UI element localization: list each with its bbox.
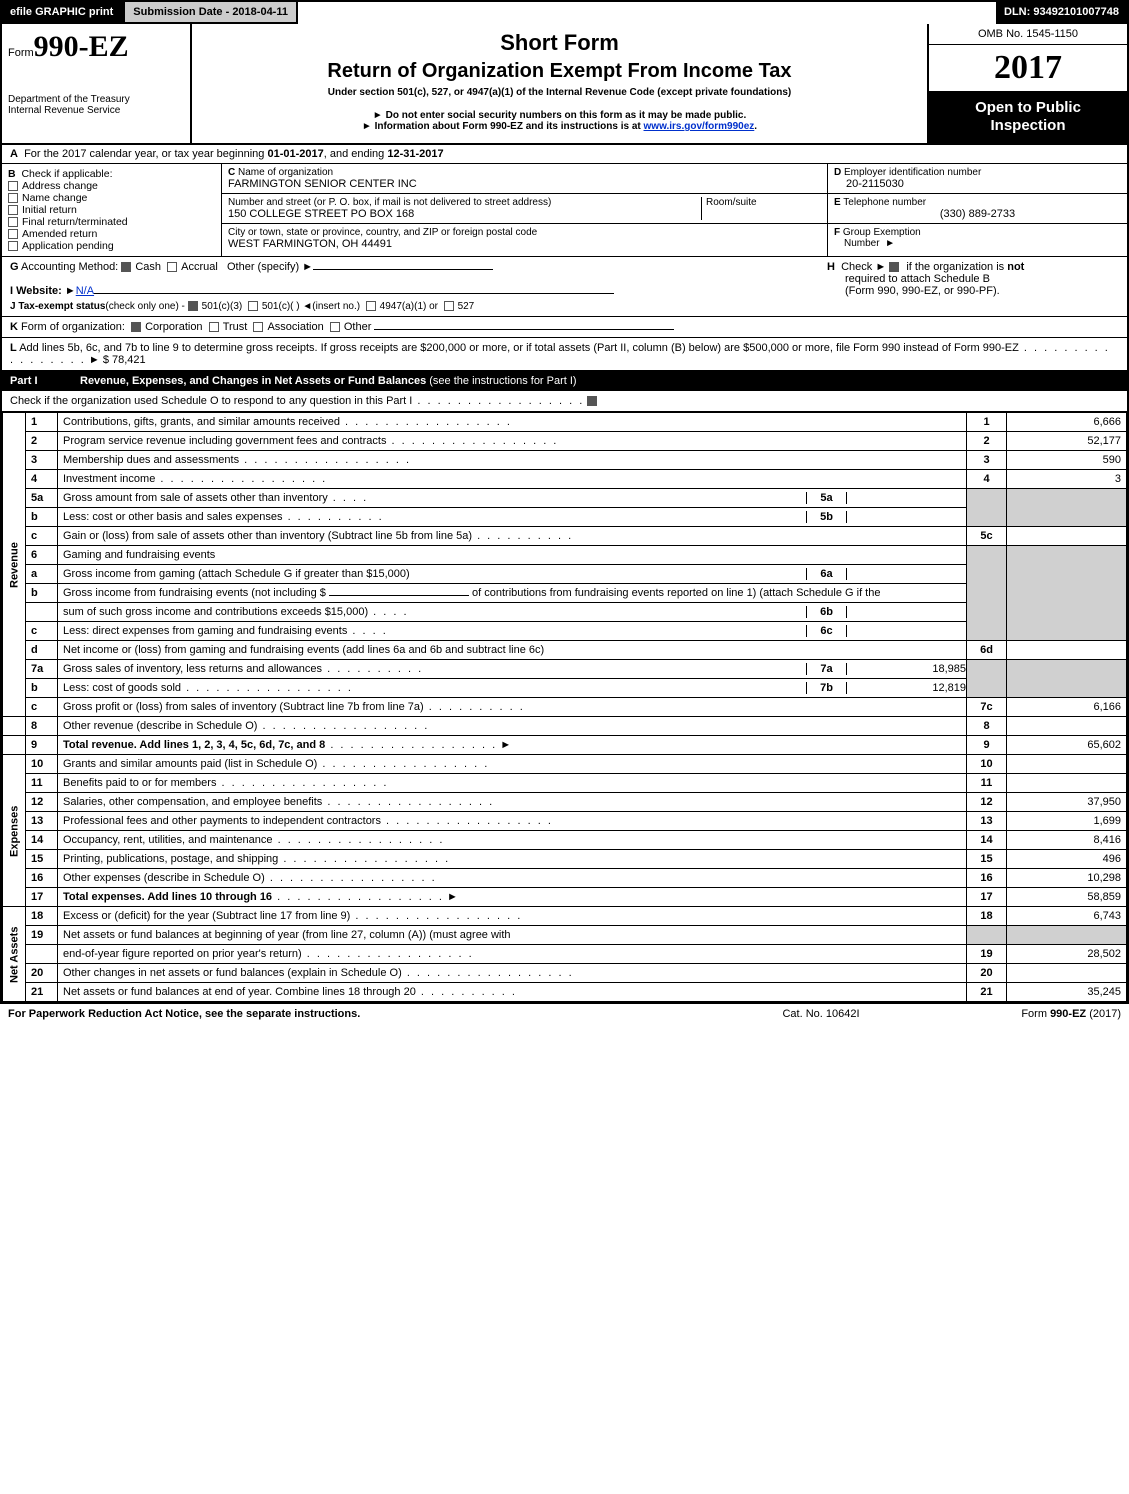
open-to-public: Open to PublicInspection <box>929 91 1127 143</box>
page-footer: For Paperwork Reduction Act Notice, see … <box>0 1004 1129 1024</box>
chk-501c3[interactable] <box>188 301 198 311</box>
side-expenses: Expenses <box>3 755 26 907</box>
org-city: WEST FARMINGTON, OH 44491 <box>228 238 821 250</box>
chk-name[interactable] <box>8 193 18 203</box>
chk-other-org[interactable] <box>330 322 340 332</box>
info-block: B Check if applicable: Address change Na… <box>2 164 1127 257</box>
line-g-h: G Accounting Method: Cash Accrual Other … <box>2 257 1127 317</box>
chk-corp[interactable] <box>131 322 141 332</box>
line7a-value: 18,985 <box>846 663 966 675</box>
form-footer: Form 990-EZ (2017) <box>921 1008 1121 1020</box>
line16-value: 10,298 <box>1007 869 1127 888</box>
return-title: Return of Organization Exempt From Incom… <box>200 60 919 83</box>
side-revenue: Revenue <box>3 413 26 717</box>
irs-label: Internal Revenue Service <box>8 105 184 116</box>
chk-accrual[interactable] <box>167 262 177 272</box>
efile-print-button[interactable]: efile GRAPHIC print <box>2 2 123 24</box>
info-note: ► Information about Form 990-EZ and its … <box>200 121 919 132</box>
lines-table: Revenue 1Contributions, gifts, grants, a… <box>2 412 1127 1002</box>
omb-number: OMB No. 1545-1150 <box>929 24 1127 45</box>
chk-address[interactable] <box>8 181 18 191</box>
line3-value: 590 <box>1007 451 1127 470</box>
phone-value: (330) 889-2733 <box>834 208 1121 220</box>
line17-value: 58,859 <box>1007 888 1127 907</box>
chk-501c[interactable] <box>248 301 258 311</box>
dept-treasury: Department of the Treasury <box>8 94 184 105</box>
chk-schedule-o[interactable] <box>587 396 597 406</box>
top-bar: efile GRAPHIC print Submission Date - 20… <box>2 2 1127 24</box>
submission-date: Submission Date - 2018-04-11 <box>123 2 298 24</box>
ein-value: 20-2115030 <box>834 178 1121 190</box>
line-l: L Add lines 5b, 6c, and 7b to line 9 to … <box>2 338 1127 371</box>
line-k: K Form of organization: Corporation Trus… <box>2 317 1127 338</box>
chk-527[interactable] <box>444 301 454 311</box>
form-990ez-page: efile GRAPHIC print Submission Date - 20… <box>0 0 1129 1004</box>
section-def: D Employer identification number 20-2115… <box>827 164 1127 256</box>
line18-value: 6,743 <box>1007 907 1127 926</box>
section-b: B Check if applicable: Address change Na… <box>2 164 222 256</box>
chk-pending[interactable] <box>8 241 18 251</box>
paperwork-notice: For Paperwork Reduction Act Notice, see … <box>8 1008 721 1020</box>
chk-cash[interactable] <box>121 262 131 272</box>
line7b-value: 12,819 <box>846 682 966 694</box>
line1-value: 6,666 <box>1007 413 1127 432</box>
form-prefix: Form <box>8 47 34 59</box>
part-i-check: Check if the organization used Schedule … <box>2 391 1127 412</box>
chk-amended[interactable] <box>8 229 18 239</box>
section-c: C Name of organization FARMINGTON SENIOR… <box>222 164 827 256</box>
line-a: A For the 2017 calendar year, or tax yea… <box>2 145 1127 164</box>
part-i-header: Part I Revenue, Expenses, and Changes in… <box>2 371 1127 391</box>
form-number: 990-EZ <box>34 30 129 63</box>
line13-value: 1,699 <box>1007 812 1127 831</box>
cat-no: Cat. No. 10642I <box>721 1008 921 1020</box>
chk-trust[interactable] <box>209 322 219 332</box>
line21-value: 35,245 <box>1007 983 1127 1002</box>
form990ez-link[interactable]: www.irs.gov/form990ez <box>644 121 755 132</box>
form-header: Form990-EZ Department of the Treasury In… <box>2 24 1127 145</box>
gross-receipts: $ 78,421 <box>103 354 146 366</box>
line15-value: 496 <box>1007 850 1127 869</box>
line14-value: 8,416 <box>1007 831 1127 850</box>
line2-value: 52,177 <box>1007 432 1127 451</box>
chk-assoc[interactable] <box>253 322 263 332</box>
subtitle: Under section 501(c), 527, or 4947(a)(1)… <box>200 87 919 98</box>
line4-value: 3 <box>1007 470 1127 489</box>
room-suite-label: Room/suite <box>701 197 821 220</box>
short-form-title: Short Form <box>200 30 919 56</box>
chk-h[interactable] <box>889 262 899 272</box>
website-link[interactable]: N/A <box>76 285 94 297</box>
chk-4947[interactable] <box>366 301 376 311</box>
line12-value: 37,950 <box>1007 793 1127 812</box>
side-netassets: Net Assets <box>3 907 26 1002</box>
line9-value: 65,602 <box>1007 736 1127 755</box>
line7c-value: 6,166 <box>1007 698 1127 717</box>
org-street: 150 COLLEGE STREET PO BOX 168 <box>228 208 701 220</box>
tax-year: 2017 <box>929 45 1127 91</box>
dln-label: DLN: 93492101007748 <box>996 2 1127 24</box>
chk-final[interactable] <box>8 217 18 227</box>
org-name: FARMINGTON SENIOR CENTER INC <box>228 178 821 190</box>
chk-initial[interactable] <box>8 205 18 215</box>
ssn-note: Do not enter social security numbers on … <box>200 110 919 121</box>
line19-value: 28,502 <box>1007 945 1127 964</box>
